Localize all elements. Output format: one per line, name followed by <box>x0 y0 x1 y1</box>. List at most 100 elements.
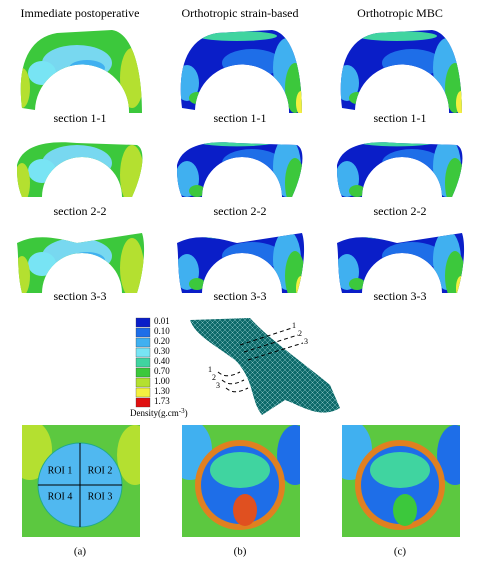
section-label: section 3-3 <box>374 289 427 303</box>
legend-swatch <box>136 318 150 327</box>
legend-title: Density(g.cm-3) <box>130 407 188 418</box>
section-label: section 1-1 <box>374 111 427 125</box>
legend-title-part: Density(g.cm <box>130 408 179 418</box>
panel-map <box>168 420 313 537</box>
section-map <box>12 223 152 323</box>
background <box>460 425 470 537</box>
density-region <box>233 494 257 526</box>
density-region <box>382 49 442 77</box>
density-region <box>370 452 430 488</box>
density-region <box>296 276 306 300</box>
density-region <box>69 60 105 76</box>
section-label: section 2-2 <box>374 204 427 218</box>
density-region <box>445 251 465 301</box>
section-map <box>172 223 312 323</box>
panel-label: (c) <box>394 546 407 558</box>
column-title: Immediate postoperative <box>21 6 140 20</box>
mesh-label: 3 <box>304 337 308 346</box>
panel-map <box>328 420 473 537</box>
panel-map <box>8 420 153 537</box>
panel-label: (b) <box>234 546 247 558</box>
section-label: section 2-2 <box>214 204 267 218</box>
legend-swatch <box>136 348 150 357</box>
density-region <box>189 185 205 197</box>
column-title: Orthotropic MBC <box>357 6 443 20</box>
legend-swatch <box>136 368 150 377</box>
legend-label: 0.70 <box>154 366 170 376</box>
density-region <box>197 229 277 239</box>
density-region <box>349 278 365 290</box>
figure: Immediate postoperative Orthotropic strai… <box>0 0 479 563</box>
legend-swatch <box>136 328 150 337</box>
legend-label: 0.01 <box>154 316 170 326</box>
section-map <box>332 223 472 323</box>
mesh-label: 1 <box>292 321 296 330</box>
legend-label: 0.30 <box>154 346 170 356</box>
density-region <box>285 251 305 301</box>
roi-label: ROI 4 <box>48 491 73 502</box>
background <box>330 425 342 537</box>
legend-swatch <box>136 398 150 407</box>
density-region <box>69 159 105 175</box>
density-region <box>222 242 282 270</box>
mesh-label: 2 <box>298 329 302 338</box>
density-region <box>382 149 442 177</box>
density-region <box>210 452 270 488</box>
density-region <box>69 252 105 268</box>
legend-label: 0.40 <box>154 356 170 366</box>
density-region <box>445 63 465 113</box>
legend-label: 0.10 <box>154 326 170 336</box>
section-label: section 2-2 <box>54 204 107 218</box>
legend-label: 1.73 <box>154 396 170 406</box>
mesh-model <box>190 318 340 415</box>
density-region <box>197 136 277 146</box>
legend-label: 1.30 <box>154 386 170 396</box>
density-region <box>456 276 466 300</box>
density-region <box>285 158 305 208</box>
roi-label: ROI 2 <box>88 465 113 476</box>
density-region <box>382 242 442 270</box>
density-region <box>357 31 437 41</box>
background <box>10 425 22 537</box>
panel-label: (a) <box>74 546 87 558</box>
density-region <box>120 48 144 108</box>
legend-swatch <box>136 378 150 387</box>
section-map <box>172 23 312 123</box>
density-region <box>120 145 144 205</box>
legend-swatch <box>136 338 150 347</box>
section-map <box>12 23 152 123</box>
density-region <box>357 136 437 146</box>
density-region <box>222 49 282 77</box>
density-region <box>14 68 30 108</box>
legend-label: 1.00 <box>154 376 170 386</box>
density-region <box>296 183 306 207</box>
density-region <box>120 238 144 298</box>
legend-swatch <box>136 388 150 397</box>
roi-label: ROI 3 <box>88 491 113 502</box>
density-region <box>456 91 466 115</box>
mesh-label: 3 <box>216 381 220 390</box>
column-title: Orthotropic strain-based <box>182 6 299 20</box>
density-region <box>349 185 365 197</box>
section-label: section 1-1 <box>214 111 267 125</box>
density-region <box>42 145 112 181</box>
background <box>140 425 150 537</box>
density-region <box>189 92 205 104</box>
density-region <box>296 91 306 115</box>
density-region <box>456 183 466 207</box>
density-region <box>14 256 30 296</box>
density-region <box>197 31 277 41</box>
density-region <box>445 158 465 208</box>
density-region <box>357 229 437 239</box>
density-region <box>28 252 56 276</box>
background <box>300 425 310 537</box>
roi-label: ROI 1 <box>48 465 73 476</box>
section-label: section 1-1 <box>54 111 107 125</box>
section-label: section 3-3 <box>214 289 267 303</box>
section-label: section 3-3 <box>54 289 107 303</box>
density-region <box>222 149 282 177</box>
density-region <box>349 92 365 104</box>
density-region <box>28 61 56 85</box>
legend-swatch <box>136 358 150 367</box>
legend-label: 0.20 <box>154 336 170 346</box>
